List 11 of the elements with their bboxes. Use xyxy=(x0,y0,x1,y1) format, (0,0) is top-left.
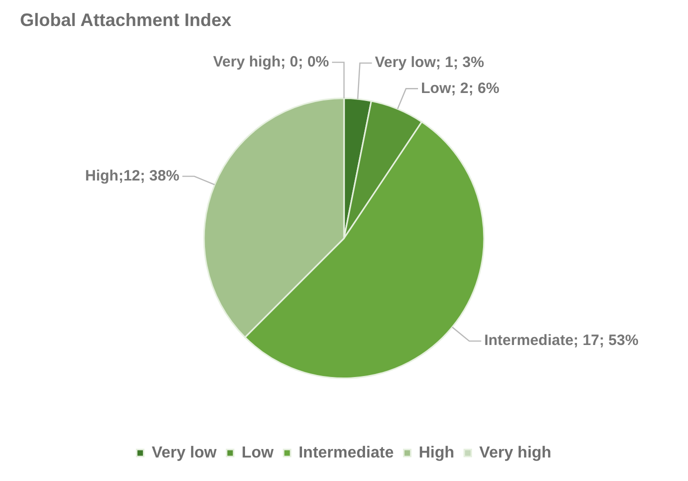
data-label: Intermediate; 17; 53% xyxy=(484,332,638,350)
data-label: High;12; 38% xyxy=(85,167,180,184)
data-label: Very low; 1; 3% xyxy=(374,54,484,72)
legend-label: Very high xyxy=(479,444,552,462)
legend-label: Low xyxy=(242,444,274,462)
legend-label: Intermediate xyxy=(298,444,394,462)
legend-label: High xyxy=(418,444,454,462)
text: Very high; 0; 0% xyxy=(213,53,329,70)
data-label: Low; 2; 6% xyxy=(420,80,500,97)
chart-title: Global Attachment Index xyxy=(20,10,232,30)
legend-label: Very low xyxy=(152,444,218,462)
